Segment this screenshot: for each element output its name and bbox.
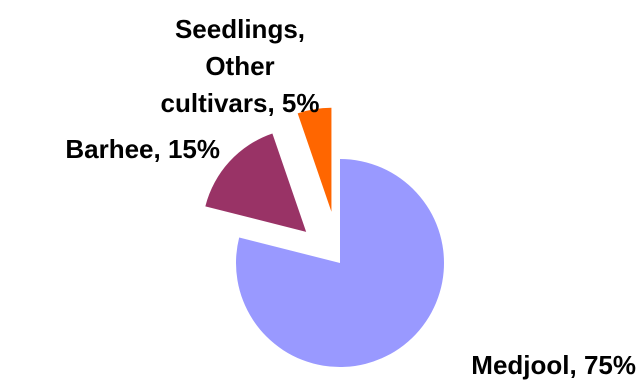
slice-label-seedlings-line-2: Other	[205, 51, 274, 81]
pie-slice-medjool	[236, 159, 444, 367]
pie-slice-barhee	[205, 133, 307, 232]
slice-label-seedlings-line-1: Seedlings,	[175, 14, 305, 44]
slice-label-seedlings-line-3: cultivars, 5%	[161, 88, 320, 118]
pie-slice-seedlings-other-cultivars	[297, 107, 332, 212]
slice-label-medjool: Medjool, 75%	[471, 350, 636, 380]
slice-label-barhee: Barhee, 15%	[65, 134, 220, 164]
